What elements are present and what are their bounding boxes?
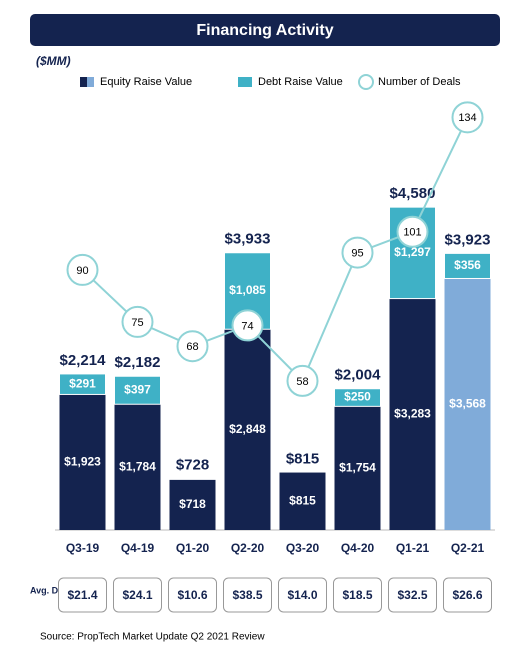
debt-label: $291 bbox=[69, 376, 96, 390]
legend-swatch bbox=[358, 74, 374, 90]
debt-label: $356 bbox=[454, 258, 481, 272]
equity-label: $2,848 bbox=[229, 422, 266, 436]
debt-label: $1,085 bbox=[229, 283, 266, 297]
debt-bar bbox=[444, 252, 491, 279]
equity-label: $1,784 bbox=[119, 459, 156, 473]
debt-bar bbox=[389, 206, 436, 300]
deal-label: 101 bbox=[403, 227, 421, 239]
total-label: $815 bbox=[286, 451, 319, 468]
deal-label: 75 bbox=[131, 317, 143, 329]
avg-deal-box bbox=[113, 577, 162, 613]
equity-label: $1,754 bbox=[339, 460, 376, 474]
deal-label: 58 bbox=[296, 376, 308, 388]
deal-marker bbox=[176, 330, 209, 363]
deal-marker bbox=[66, 253, 99, 286]
legend-label: Debt Raise Value bbox=[258, 76, 343, 88]
equity-bar bbox=[334, 406, 381, 530]
total-label: $4,580 bbox=[390, 185, 436, 202]
x-tick-label: Q3-20 bbox=[286, 541, 320, 555]
x-tick-label: Q1-21 bbox=[396, 541, 430, 555]
total-label: $2,214 bbox=[60, 352, 107, 369]
debt-label: $397 bbox=[124, 382, 151, 396]
debt-bar bbox=[334, 388, 381, 407]
x-tick-label: Q4-19 bbox=[121, 541, 155, 555]
deal-label: 134 bbox=[458, 112, 476, 124]
avg-deal-box bbox=[168, 577, 217, 613]
debt-bar bbox=[114, 375, 161, 405]
x-tick-label: Q3-19 bbox=[66, 541, 100, 555]
legend-swatch bbox=[87, 77, 94, 87]
x-tick-label: Q2-20 bbox=[231, 541, 265, 555]
deal-label: 74 bbox=[241, 320, 253, 332]
equity-bar bbox=[279, 472, 326, 530]
debt-bar bbox=[169, 478, 216, 480]
avg-deal-value: $21.4 bbox=[67, 588, 97, 602]
deal-label: 90 bbox=[76, 265, 88, 277]
equity-label: $1,923 bbox=[64, 454, 101, 468]
debt-label: $250 bbox=[344, 390, 371, 404]
x-tick-label: Q2-21 bbox=[451, 541, 485, 555]
deal-marker bbox=[286, 364, 319, 397]
equity-bar bbox=[114, 404, 161, 530]
deal-marker bbox=[396, 215, 429, 248]
equity-bar bbox=[389, 298, 436, 530]
equity-bar bbox=[224, 329, 271, 530]
avg-deal-box bbox=[278, 577, 327, 613]
legend-label: Equity Raise Value bbox=[100, 76, 192, 88]
deal-marker bbox=[121, 305, 154, 338]
legend-swatch bbox=[238, 77, 252, 87]
avg-deal-value: $32.5 bbox=[397, 588, 427, 602]
avg-deal-box bbox=[388, 577, 437, 613]
avg-deal-value: $26.6 bbox=[452, 588, 482, 602]
equity-bar bbox=[59, 394, 106, 530]
avg-deal-value: $24.1 bbox=[122, 588, 152, 602]
avg-deal-box bbox=[443, 577, 492, 613]
total-label: $2,182 bbox=[115, 354, 161, 371]
equity-bar bbox=[444, 278, 491, 530]
equity-label: $3,568 bbox=[449, 396, 486, 410]
equity-label: $718 bbox=[179, 497, 206, 511]
legend-label: Number of Deals bbox=[378, 76, 461, 88]
chart-title: Financing Activity bbox=[196, 22, 333, 39]
legend-swatch bbox=[80, 77, 87, 87]
equity-label: $815 bbox=[289, 493, 316, 507]
total-label: $728 bbox=[176, 457, 209, 474]
deal-label: 68 bbox=[186, 341, 198, 353]
debt-bar bbox=[59, 373, 106, 395]
equity-bar bbox=[169, 479, 216, 530]
total-label: $2,004 bbox=[335, 367, 382, 384]
avg-deal-value: $38.5 bbox=[232, 588, 262, 602]
debt-label: $1,297 bbox=[394, 245, 431, 259]
avg-deal-value: $14.0 bbox=[287, 588, 317, 602]
x-tick-label: Q4-20 bbox=[341, 541, 375, 555]
total-label: $3,923 bbox=[445, 231, 491, 248]
avg-deal-value: $10.6 bbox=[177, 588, 207, 602]
equity-label: $3,283 bbox=[394, 406, 431, 420]
avg-deal-box bbox=[58, 577, 107, 613]
avg-deal-box bbox=[223, 577, 272, 613]
deal-label: 95 bbox=[351, 247, 363, 259]
total-label: $3,933 bbox=[225, 231, 271, 248]
deal-marker bbox=[451, 101, 484, 134]
title-bar bbox=[30, 14, 500, 46]
unit-label: ($MM) bbox=[36, 54, 71, 68]
avg-deal-box bbox=[333, 577, 382, 613]
deal-marker bbox=[341, 236, 374, 269]
deal-marker bbox=[231, 309, 264, 342]
avg-deal-value: $18.5 bbox=[342, 588, 372, 602]
source: Source: PropTech Market Update Q2 2021 R… bbox=[40, 632, 265, 643]
x-tick-label: Q1-20 bbox=[176, 541, 210, 555]
